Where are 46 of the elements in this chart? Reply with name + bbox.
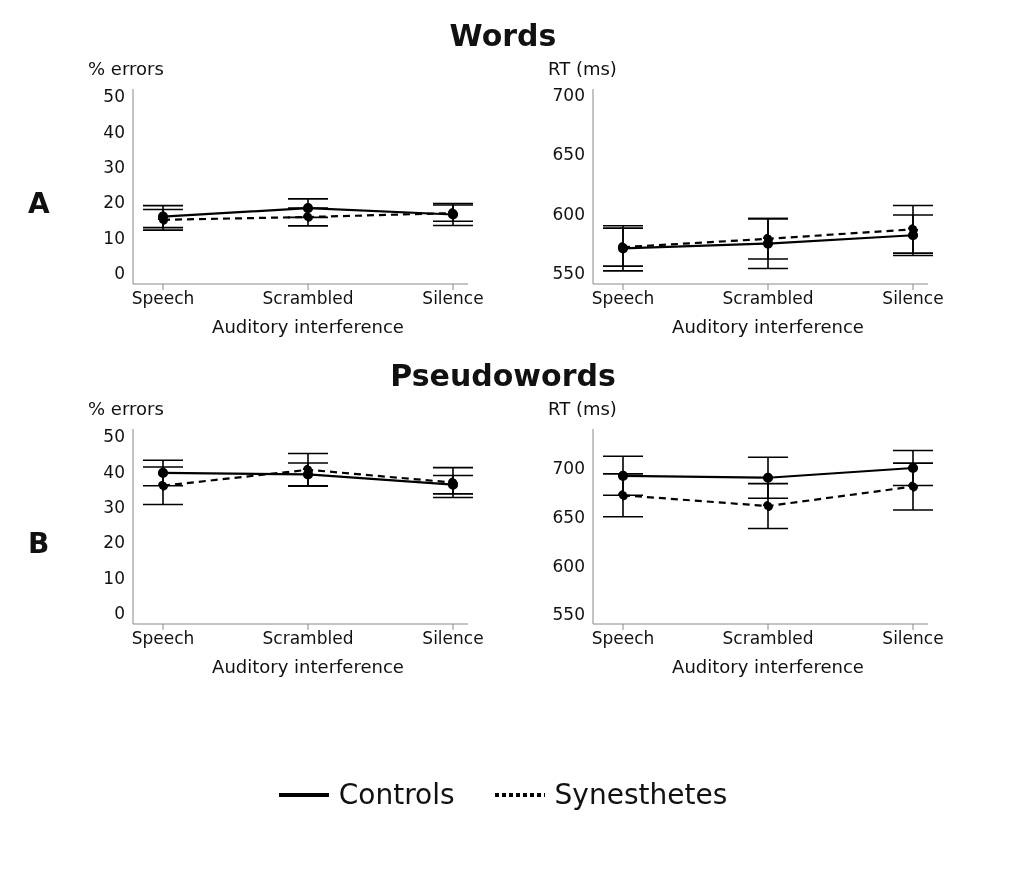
y-tick-label: 550 bbox=[552, 263, 585, 284]
chart-title: Words bbox=[448, 18, 558, 55]
x-tick-label: Speech bbox=[591, 288, 655, 309]
y-tick-label: 700 bbox=[552, 458, 585, 479]
y-tick-label: 40 bbox=[103, 121, 125, 142]
text: B bbox=[28, 526, 51, 560]
x-tick-label: Silence bbox=[882, 628, 944, 649]
x-axis-title: Auditory interference bbox=[211, 316, 405, 337]
legend-label: Synesthetes bbox=[554, 778, 728, 811]
y-tick-label: 700 bbox=[552, 84, 585, 105]
chart-title: Pseudowords bbox=[389, 358, 617, 395]
x-tick-label: Silence bbox=[422, 288, 484, 309]
y-tick-label: 10 bbox=[103, 567, 125, 588]
y-tick-label: 40 bbox=[103, 461, 125, 482]
y-tick-label: 550 bbox=[552, 604, 585, 625]
y-tick-label: 20 bbox=[103, 532, 125, 553]
y-tick-label: 10 bbox=[103, 227, 125, 248]
x-tick-label: Scrambled bbox=[262, 628, 354, 649]
y-tick-label: 600 bbox=[552, 203, 585, 224]
x-tick-label: Speech bbox=[131, 288, 195, 309]
text: A bbox=[28, 186, 51, 220]
y-axis-title: RT (ms) bbox=[548, 58, 617, 79]
y-tick-label: 30 bbox=[103, 497, 125, 518]
y-tick-label: 650 bbox=[552, 144, 585, 165]
x-tick-label: Scrambled bbox=[262, 288, 354, 309]
y-tick-label: 50 bbox=[103, 426, 125, 447]
y-axis-title: % errors bbox=[88, 398, 164, 419]
x-tick-label: Scrambled bbox=[722, 288, 814, 309]
y-tick-label: 30 bbox=[103, 157, 125, 178]
x-axis-title: Auditory interference bbox=[211, 656, 405, 677]
x-axis-title: Auditory interference bbox=[671, 656, 865, 677]
x-tick-label: Speech bbox=[131, 628, 195, 649]
x-tick-label: Speech bbox=[591, 628, 655, 649]
y-axis-title: RT (ms) bbox=[548, 398, 617, 419]
x-tick-label: Silence bbox=[882, 288, 944, 309]
y-tick-label: 50 bbox=[103, 86, 125, 107]
x-tick-label: Silence bbox=[422, 628, 484, 649]
y-tick-label: 0 bbox=[114, 263, 125, 284]
legend-label: Controls bbox=[338, 778, 455, 811]
y-tick-label: 650 bbox=[552, 506, 585, 527]
y-axis-title: % errors bbox=[88, 58, 164, 79]
x-tick-label: Scrambled bbox=[722, 628, 814, 649]
y-tick-label: 20 bbox=[103, 192, 125, 213]
x-axis-title: Auditory interference bbox=[671, 316, 865, 337]
y-tick-label: 600 bbox=[552, 555, 585, 576]
y-tick-label: 0 bbox=[114, 603, 125, 624]
